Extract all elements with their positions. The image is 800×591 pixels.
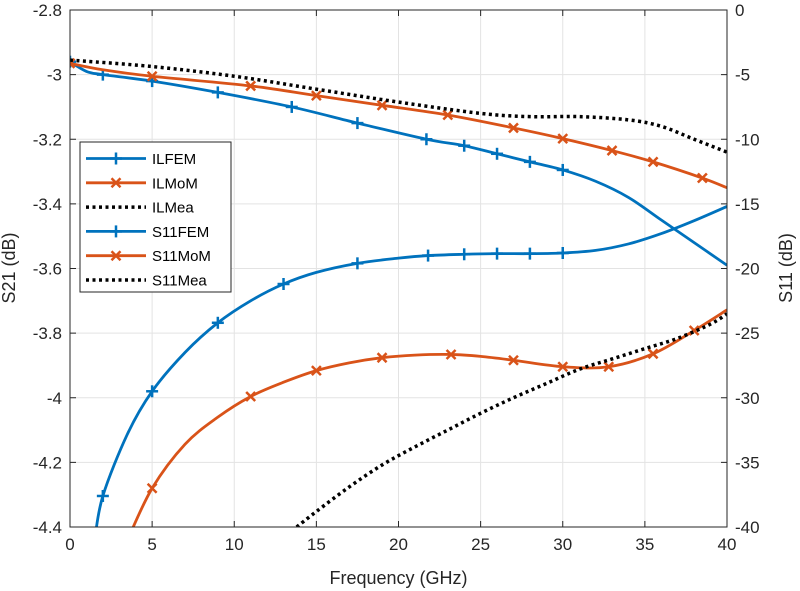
x-tick-label: 20 [389,535,408,554]
marker-ilfem [556,163,569,176]
series-line-s11mom [131,308,727,527]
marker-s11fem [458,248,471,261]
marker-s11fem [146,385,159,398]
marker-ilmom [442,109,454,121]
series-line-s11fem [95,205,727,527]
y-right-tick-label: 0 [735,1,744,20]
legend-label-s11mom: S11MoM [152,248,211,265]
y-axis-left-label: S21 (dB) [0,232,19,303]
y-left-tick-label: -4 [47,389,62,408]
x-tick-label: 30 [553,535,572,554]
marker-s11fem [422,249,435,262]
marker-ilmom [376,99,388,111]
marker-ilmom [508,122,519,134]
legend-marker-s11mom [110,250,122,262]
marker-s11fem [556,246,569,259]
x-tick-label: 0 [65,535,74,554]
marker-s11mom [146,482,158,494]
marker-ilmom [606,145,618,156]
marker-s11fem [211,316,224,329]
marker-s11fem [351,257,364,270]
legend-label-ilfem: ILFEM [152,151,196,168]
legend-label-ilmea: ILMea [152,200,194,217]
y-right-tick-label: -35 [735,453,760,472]
marker-s11mom [310,365,322,376]
marker-ilmom [557,133,569,144]
legend-box [79,141,232,293]
y-right-tick-label: -40 [735,518,760,537]
marker-s11fem [491,247,504,260]
marker-ilmom [310,90,322,102]
marker-s11fem [96,489,109,502]
ticks [69,9,728,528]
marker-ilmom [146,70,158,82]
marker-ilfem [70,55,76,68]
legend-marker-ilfem [110,152,122,165]
tick-labels: 0 5 10 15 20 25 30 35 40 -2.8 0 -3 -5 -3.2 -10 -3.4 -15 -… [33,1,760,554]
marker-s11mom [603,361,615,373]
legend: ILFEM ILMoM ILMea S11FEM S11MoM S11Mea [79,141,232,293]
series-layer [70,55,727,527]
x-tick-label: 15 [307,535,326,554]
marker-s11fem [277,278,290,291]
marker-ilfem [285,100,298,113]
marker-ilfem [211,86,224,99]
y-left-tick-label: -3.6 [33,260,62,279]
marker-s11mom [557,361,569,373]
marker-s11mom [376,352,388,364]
x-tick-label: 5 [147,535,156,554]
y-left-tick-label: -4.4 [33,518,62,537]
marker-ilfem [491,147,504,160]
marker-ilmom [647,156,659,168]
series-line-s11mea [295,312,727,527]
y-left-tick-label: -3 [47,66,62,85]
marker-s11mom [508,354,519,366]
marker-ilfem [420,133,433,146]
marker-s11mom [647,348,659,360]
marker-s11fem [523,247,536,260]
marker-ilmom [245,80,257,92]
x-tick-label: 35 [635,535,654,554]
marker-ilmom [70,57,76,69]
legend-marker-s11fem [110,225,122,238]
y-left-tick-label: -2.8 [33,1,62,20]
y-right-tick-label: -10 [735,130,760,149]
marker-ilfem [523,155,536,168]
x-tick-label: 40 [718,535,737,554]
y-left-tick-label: -3.2 [33,130,62,149]
marker-ilmom [696,172,708,184]
marker-s11mom [245,391,257,402]
y-right-tick-label: -25 [735,324,760,343]
x-tick-label: 10 [225,535,244,554]
legend-marker-ilmom [110,177,122,189]
legend-label-s11fem: S11FEM [152,224,209,241]
y-right-tick-label: -20 [735,260,760,279]
x-tick-label: 25 [471,535,490,554]
y-left-tick-label: -4.2 [33,453,62,472]
marker-ilfem [351,117,364,130]
x-axis-label: Frequency (GHz) [329,568,467,588]
y-axis-right-label: S11 (dB) [776,233,796,303]
y-right-tick-label: -5 [735,66,750,85]
y-right-tick-label: -30 [735,389,760,408]
y-right-tick-label: -15 [735,195,760,214]
y-left-tick-label: -3.4 [33,195,62,214]
legend-label-s11mea: S11Mea [152,273,207,290]
legend-label-ilmom: ILMoM [152,175,198,192]
y-left-tick-label: -3.8 [33,324,62,343]
marker-ilfem [458,139,471,152]
marker-s11mom [445,349,457,360]
